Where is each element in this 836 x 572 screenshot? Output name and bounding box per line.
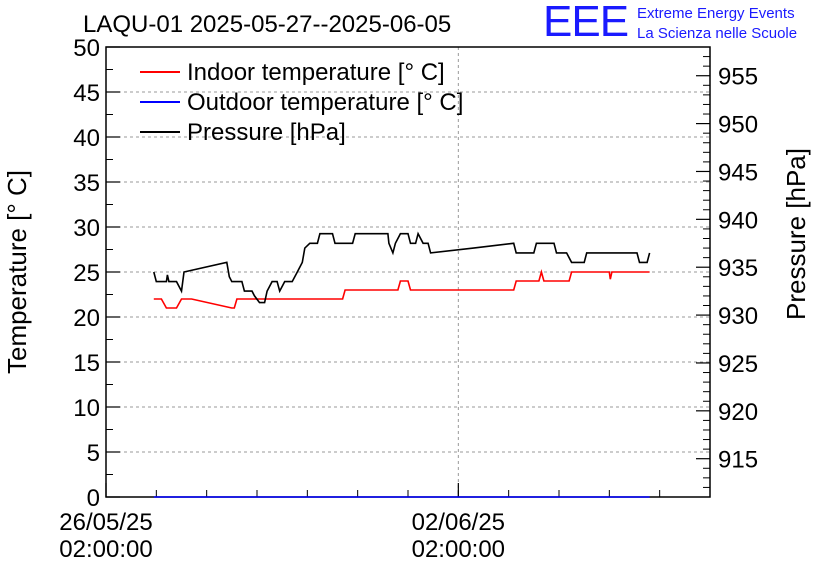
left-axis: 0 5 10 15 20 25 30 35 40 45 50 [73,35,120,512]
chart-title: LAQU-01 2025-05-27--2025-06-05 [83,11,451,38]
right-axis: 915 920 925 930 935 940 945 950 955 [696,56,758,488]
eee-logo: EEE [543,0,633,44]
left-tick-label: 30 [73,215,100,242]
left-tick-label: 15 [73,350,100,377]
left-tick-label: 50 [73,35,100,62]
right-tick-label: 920 [718,399,758,426]
right-tick-label: 925 [718,351,758,378]
legend-pressure-label: Pressure [hPa] [187,119,346,146]
right-tick-label: 950 [718,112,758,139]
right-tick-label: 940 [718,207,758,234]
x-tick-label-date: 02/06/25 [412,509,505,536]
right-axis-label: Pressure [hPa] [781,148,811,320]
x-tick-label-time: 02:00:00 [59,536,152,563]
pressure-line [153,231,651,304]
left-tick-label: 35 [73,170,100,197]
logo-caption: Extreme Energy Events La Scienza nelle S… [637,4,797,44]
right-tick-label: 955 [718,64,758,91]
left-tick-label: 25 [73,260,100,287]
legend: Indoor temperature [° C] Outdoor temperat… [140,59,463,146]
indoor-temperature-line [153,269,650,309]
left-tick-label: 20 [73,305,100,332]
left-tick-label: 45 [73,80,100,107]
series-layer [153,231,651,498]
logo-line-2: La Scienza nelle Scuole [637,25,798,42]
x-tick-label-time: 02:00:00 [412,536,505,563]
right-tick-label: 935 [718,255,758,282]
right-tick-label: 945 [718,159,758,186]
left-tick-label: 0 [87,485,100,512]
right-tick-label: 930 [718,303,758,330]
left-tick-label: 40 [73,125,100,152]
logo-line-1: Extreme Energy Events [637,5,795,22]
x-tick-label-date: 26/05/25 [59,509,152,536]
left-tick-label: 10 [73,395,100,422]
left-axis-label: Temperature [° C] [2,170,32,374]
grid-lines [106,47,710,497]
legend-indoor-label: Indoor temperature [° C] [187,59,445,86]
right-tick-label: 915 [718,447,758,474]
left-tick-label: 5 [87,440,100,467]
eee-logo-mark: EEE [543,0,629,46]
legend-outdoor-label: Outdoor temperature [° C] [187,89,463,116]
